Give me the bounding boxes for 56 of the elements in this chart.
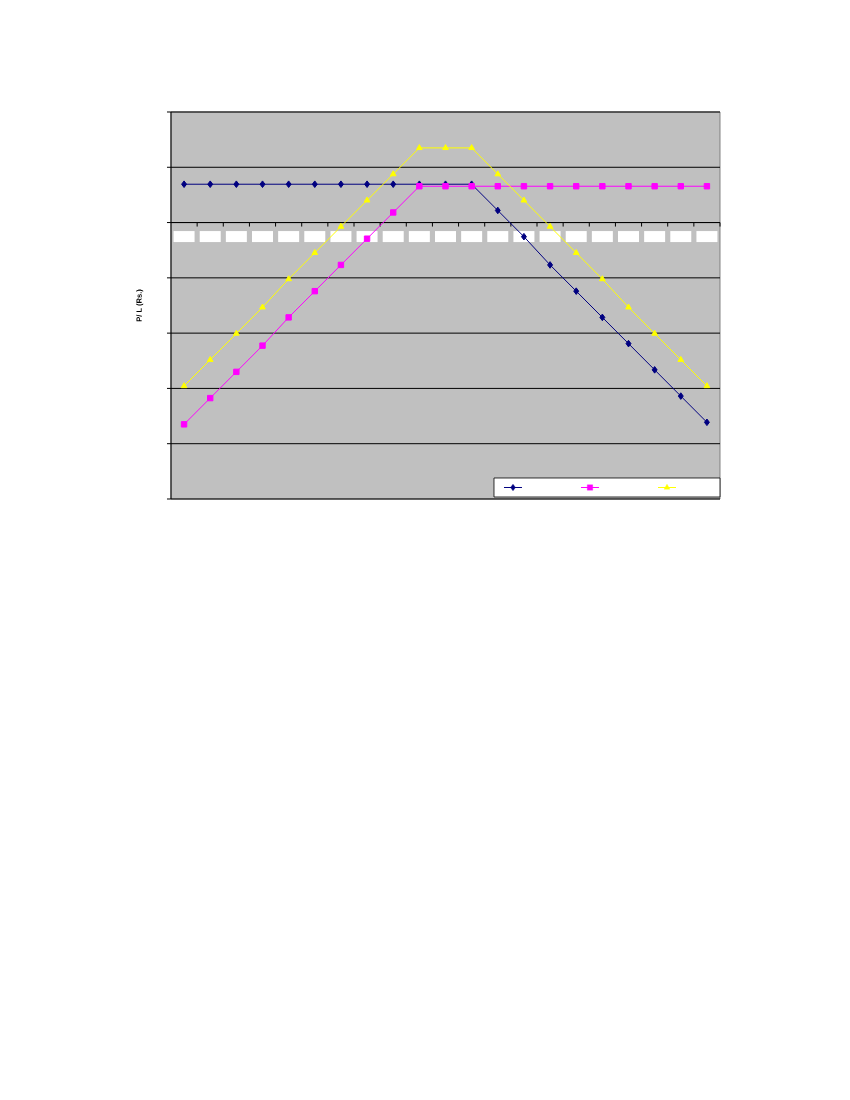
point [180, 421, 188, 428]
point [573, 183, 580, 190]
point [494, 183, 501, 190]
point [285, 314, 292, 321]
point [389, 170, 397, 177]
point [337, 180, 344, 189]
point [206, 355, 214, 362]
point [311, 249, 319, 255]
point [625, 183, 632, 190]
point [520, 196, 528, 203]
point [677, 183, 684, 190]
point [703, 183, 711, 190]
point [520, 183, 528, 190]
point [259, 342, 266, 349]
point [180, 382, 188, 389]
point [363, 235, 371, 242]
point [337, 222, 345, 229]
point [572, 249, 580, 255]
point [651, 183, 658, 190]
point [546, 222, 554, 229]
point [651, 329, 658, 336]
point [599, 183, 606, 190]
point [625, 303, 632, 310]
point [207, 180, 214, 189]
point [468, 144, 475, 151]
point [416, 144, 423, 151]
point [337, 261, 345, 269]
point [442, 144, 449, 151]
point [599, 313, 606, 322]
point [703, 418, 710, 427]
point [259, 303, 266, 310]
point [677, 392, 684, 400]
point [599, 275, 606, 282]
point [677, 355, 685, 362]
point [546, 183, 554, 190]
point [625, 339, 632, 348]
point [547, 261, 554, 269]
point [494, 206, 501, 215]
point [703, 382, 711, 389]
point [181, 180, 188, 189]
point [233, 368, 240, 376]
point [233, 329, 240, 336]
point [363, 196, 371, 203]
point [364, 180, 371, 189]
point [390, 180, 397, 189]
point [390, 209, 397, 216]
point [573, 287, 580, 295]
point [259, 180, 266, 189]
point [311, 180, 318, 189]
point [285, 180, 292, 189]
point [311, 287, 318, 295]
point [651, 366, 658, 374]
point [285, 275, 292, 282]
point [494, 170, 502, 177]
point [207, 394, 214, 402]
point [233, 180, 240, 189]
